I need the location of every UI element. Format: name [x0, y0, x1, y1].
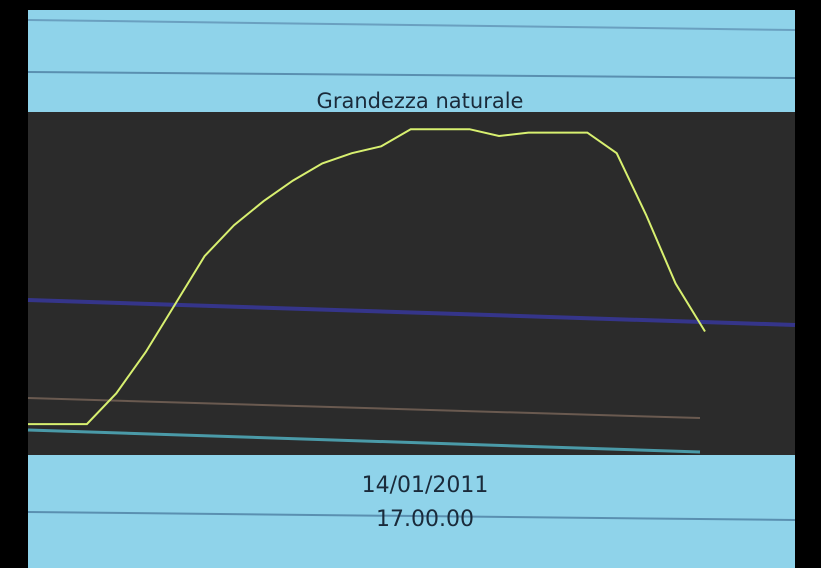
date-label: 14/01/2011 [362, 473, 489, 498]
time-label: 17.00.00 [376, 507, 474, 532]
screen: Grandezza naturale 14/01/2011 17.00.00 [0, 0, 821, 568]
plot-area [28, 112, 795, 455]
page: Grandezza naturale 14/01/2011 17.00.00 (… [0, 0, 821, 568]
chart-title: Grandezza naturale [317, 89, 524, 113]
